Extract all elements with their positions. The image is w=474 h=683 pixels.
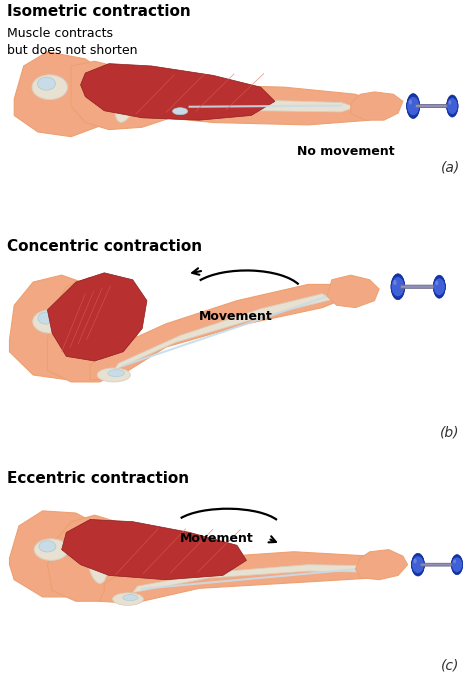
Text: Muscle contracts
but does not shorten: Muscle contracts but does not shorten xyxy=(7,27,137,57)
Ellipse shape xyxy=(391,277,405,296)
Ellipse shape xyxy=(411,556,424,574)
Text: Movement: Movement xyxy=(199,310,273,323)
Text: Concentric contraction: Concentric contraction xyxy=(7,239,202,254)
Ellipse shape xyxy=(407,94,419,118)
Ellipse shape xyxy=(447,98,458,115)
Ellipse shape xyxy=(108,370,124,376)
FancyBboxPatch shape xyxy=(401,285,434,288)
Text: Movement: Movement xyxy=(180,533,254,546)
Polygon shape xyxy=(133,565,370,593)
Ellipse shape xyxy=(448,100,451,104)
Ellipse shape xyxy=(37,77,55,90)
Polygon shape xyxy=(47,515,142,601)
Ellipse shape xyxy=(407,96,419,115)
Ellipse shape xyxy=(393,280,397,285)
Polygon shape xyxy=(81,64,275,120)
Ellipse shape xyxy=(113,593,143,605)
Text: Eccentric contraction: Eccentric contraction xyxy=(7,471,189,486)
Ellipse shape xyxy=(433,277,445,296)
Polygon shape xyxy=(14,52,118,137)
FancyBboxPatch shape xyxy=(420,563,452,566)
Ellipse shape xyxy=(451,557,463,572)
Ellipse shape xyxy=(435,281,438,285)
Ellipse shape xyxy=(453,559,456,563)
Ellipse shape xyxy=(34,539,68,560)
Ellipse shape xyxy=(97,368,130,382)
Ellipse shape xyxy=(411,555,424,574)
Text: Isometric contraction: Isometric contraction xyxy=(7,3,191,18)
Ellipse shape xyxy=(447,96,458,115)
Polygon shape xyxy=(9,511,119,597)
Text: (b): (b) xyxy=(440,426,460,440)
Text: (a): (a) xyxy=(440,161,460,174)
Ellipse shape xyxy=(451,556,463,574)
Polygon shape xyxy=(47,277,137,382)
Ellipse shape xyxy=(39,541,56,552)
Ellipse shape xyxy=(451,555,463,574)
Ellipse shape xyxy=(391,275,405,298)
Ellipse shape xyxy=(32,75,68,100)
Polygon shape xyxy=(71,61,180,130)
Polygon shape xyxy=(152,85,379,125)
Polygon shape xyxy=(114,294,332,370)
Polygon shape xyxy=(175,100,356,114)
Ellipse shape xyxy=(33,310,67,333)
Ellipse shape xyxy=(433,275,445,298)
Ellipse shape xyxy=(164,107,192,120)
Polygon shape xyxy=(9,275,119,380)
Ellipse shape xyxy=(38,312,55,324)
Ellipse shape xyxy=(391,274,405,300)
Polygon shape xyxy=(90,284,351,380)
Polygon shape xyxy=(351,92,403,120)
Ellipse shape xyxy=(85,305,105,361)
Polygon shape xyxy=(47,273,147,361)
Ellipse shape xyxy=(409,100,412,104)
Ellipse shape xyxy=(123,595,138,600)
Ellipse shape xyxy=(447,95,458,117)
Text: No movement: No movement xyxy=(297,145,395,158)
Polygon shape xyxy=(62,520,246,580)
Ellipse shape xyxy=(407,95,419,117)
Ellipse shape xyxy=(173,108,188,115)
Polygon shape xyxy=(100,552,389,603)
Text: (c): (c) xyxy=(441,658,460,672)
Polygon shape xyxy=(327,275,379,307)
Ellipse shape xyxy=(413,559,417,563)
FancyBboxPatch shape xyxy=(416,104,447,108)
Polygon shape xyxy=(356,550,408,580)
Ellipse shape xyxy=(411,553,424,576)
Ellipse shape xyxy=(433,278,445,296)
Ellipse shape xyxy=(87,533,108,583)
Ellipse shape xyxy=(115,71,141,122)
